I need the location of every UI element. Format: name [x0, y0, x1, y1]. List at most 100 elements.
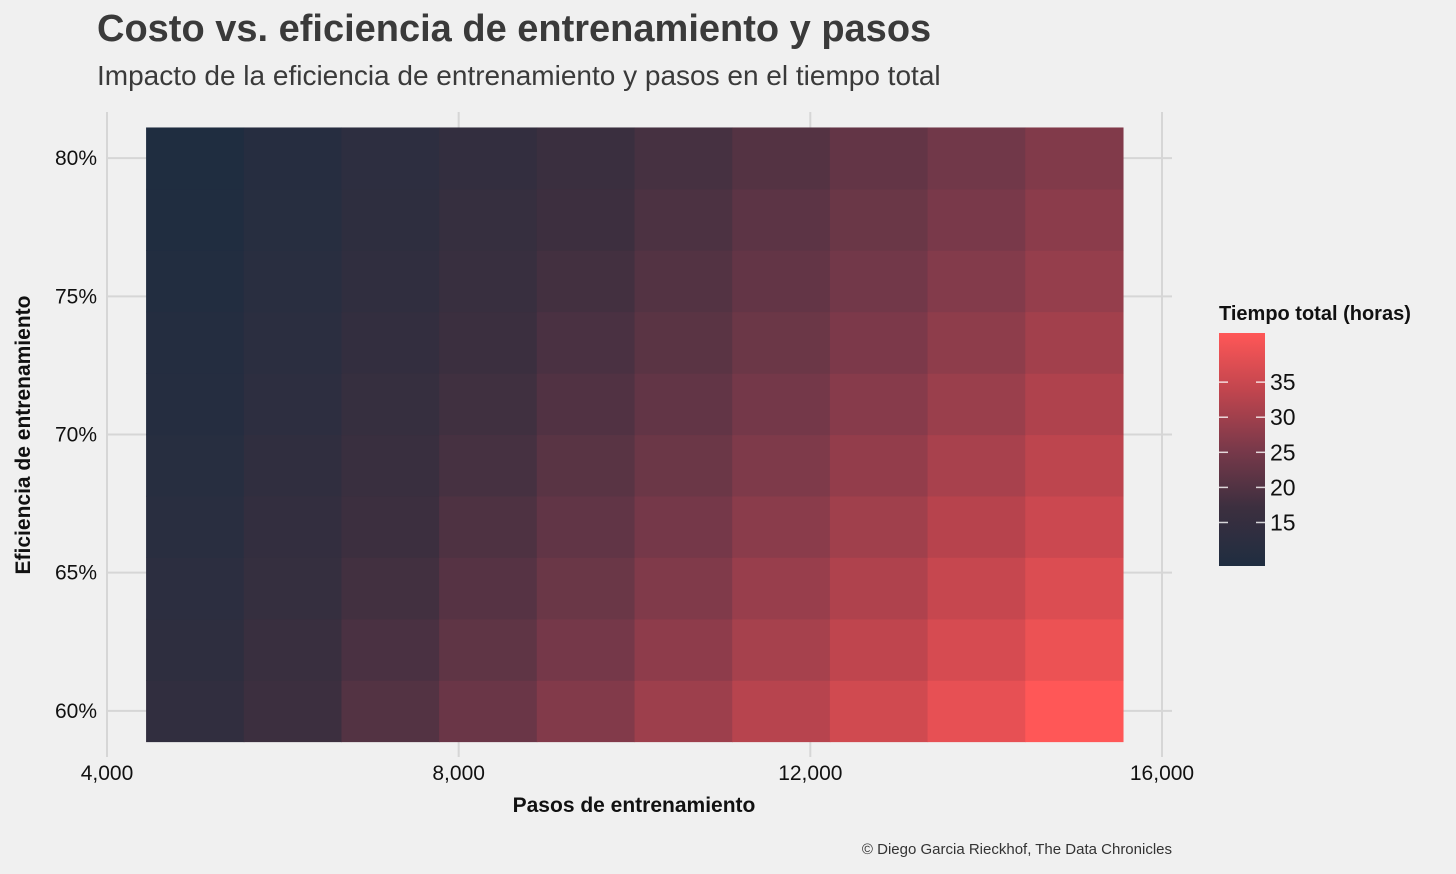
legend-tick-label: 35	[1270, 369, 1296, 395]
heatmap-cell	[341, 557, 440, 620]
heatmap-cell	[243, 557, 343, 620]
heatmap-cell	[439, 188, 538, 251]
heatmap-cell	[146, 373, 245, 436]
y-tick-label: 80%	[55, 147, 97, 170]
x-tick-label: 16,000	[1130, 762, 1194, 785]
heatmap-cell	[634, 434, 733, 497]
heatmap-cell	[341, 373, 440, 436]
legend-tick-label: 20	[1270, 474, 1296, 500]
heatmap-cell	[146, 680, 245, 743]
heatmap-cell	[1025, 618, 1124, 681]
heatmap-cell	[1025, 495, 1124, 558]
heatmap-cell	[536, 434, 636, 497]
heatmap-cell	[536, 557, 636, 620]
legend-tick-label: 15	[1270, 509, 1296, 535]
heatmap-cell	[634, 127, 733, 190]
heatmap-cell	[146, 495, 245, 558]
heatmap-cell	[1025, 434, 1124, 497]
heatmap-cell	[439, 557, 538, 620]
heatmap-cell	[439, 680, 538, 743]
heatmap-cell	[634, 311, 733, 374]
heatmap-cell	[439, 127, 538, 190]
heatmap-cell	[243, 127, 343, 190]
heatmap-cell	[243, 373, 343, 436]
heatmap-cell	[927, 311, 1026, 374]
heatmap-cell	[927, 188, 1026, 251]
heatmap-cell	[439, 373, 538, 436]
heatmap-cell	[634, 373, 733, 436]
heatmap-cell	[439, 311, 538, 374]
heatmap-cell	[927, 127, 1026, 190]
y-tick-label: 70%	[55, 424, 97, 447]
heatmap-cell	[927, 434, 1026, 497]
heatmap-cell	[341, 127, 440, 190]
heatmap-cell	[536, 618, 636, 681]
heatmap-cell	[732, 618, 831, 681]
heatmap-cell	[927, 495, 1026, 558]
y-tick-label: 75%	[55, 285, 97, 308]
heatmap-cell	[634, 495, 733, 558]
heatmap-cell	[536, 373, 636, 436]
heatmap-cell	[732, 495, 831, 558]
heatmap-cell	[146, 311, 245, 374]
heatmap-cell	[439, 434, 538, 497]
heatmap-cell	[1025, 188, 1124, 251]
chart-subtitle: Impacto de la eficiencia de entrenamient…	[97, 60, 941, 91]
heatmap-cell	[829, 680, 929, 743]
heatmap-cell	[243, 680, 343, 743]
heatmap-cell	[1025, 311, 1124, 374]
heatmap-cell	[732, 250, 831, 313]
heatmap-cell	[341, 250, 440, 313]
y-tick-label: 60%	[55, 700, 97, 723]
heatmap-cell	[536, 250, 636, 313]
heatmap-cell	[927, 618, 1026, 681]
legend-tick-label: 30	[1270, 404, 1296, 430]
heatmap-cell	[829, 618, 929, 681]
heatmap-cell	[243, 495, 343, 558]
heatmap-cell	[243, 434, 343, 497]
heatmap-cell	[146, 618, 245, 681]
heatmap-cell	[634, 680, 733, 743]
legend-tick-label: 25	[1270, 439, 1296, 465]
heatmap-cell	[536, 127, 636, 190]
chart-title: Costo vs. eficiencia de entrenamiento y …	[97, 8, 932, 50]
heatmap-cell	[927, 557, 1026, 620]
heatmap-cell	[439, 495, 538, 558]
heatmap-cell	[146, 127, 245, 190]
heatmap-cell	[829, 188, 929, 251]
heatmap-cell	[341, 495, 440, 558]
x-tick-label: 8,000	[432, 762, 485, 785]
heatmap-cell	[927, 250, 1026, 313]
heatmap-cell	[536, 188, 636, 251]
heatmap-cell	[732, 311, 831, 374]
heatmap-cell	[1025, 127, 1124, 190]
heatmap-cell	[243, 250, 343, 313]
heatmap-cell	[341, 680, 440, 743]
heatmap-cell	[732, 434, 831, 497]
x-axis-label: Pasos de entrenamiento	[513, 794, 756, 817]
legend-title: Tiempo total (horas)	[1219, 303, 1411, 325]
heatmap-cell	[927, 680, 1026, 743]
heatmap-cell	[1025, 680, 1124, 743]
heatmap-cell	[341, 188, 440, 251]
heatmap-cell	[732, 557, 831, 620]
y-tick-label: 65%	[55, 562, 97, 585]
heatmap-cell	[341, 434, 440, 497]
heatmap-cell	[439, 250, 538, 313]
heatmap-cell	[341, 311, 440, 374]
y-axis-label: Eficiencia de entrenamiento	[12, 296, 35, 575]
heatmap-cell	[829, 557, 929, 620]
heatmap-cell	[634, 250, 733, 313]
heatmap-cell	[146, 188, 245, 251]
heatmap-cell	[536, 680, 636, 743]
heatmap-cell	[439, 618, 538, 681]
heatmap-cell	[243, 618, 343, 681]
heatmap-cell	[146, 434, 245, 497]
heatmap-cell	[341, 618, 440, 681]
heatmap-cell	[1025, 250, 1124, 313]
heatmap-cell	[536, 495, 636, 558]
heatmap-cell	[829, 495, 929, 558]
heatmap-cell	[1025, 557, 1124, 620]
x-tick-label: 4,000	[81, 762, 134, 785]
